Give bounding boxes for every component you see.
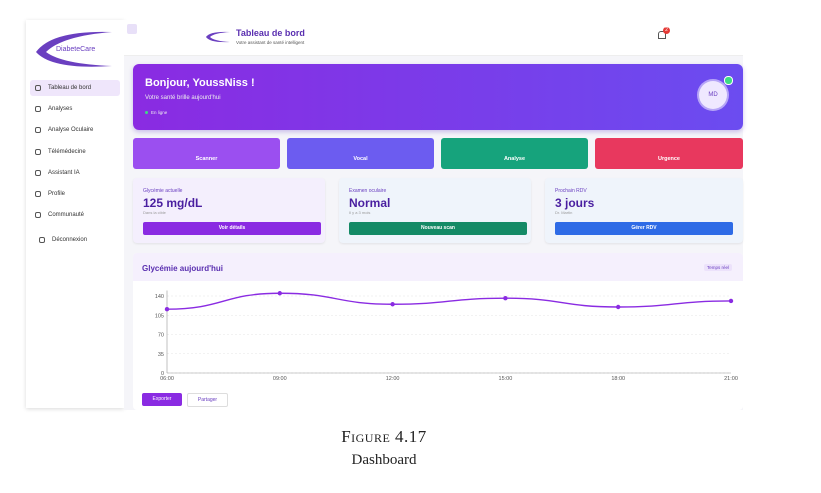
x-tick-label: 09:00	[273, 376, 287, 382]
card-button[interactable]: Voir détails	[143, 222, 321, 235]
menu-item[interactable]: Assistant IA	[30, 165, 120, 181]
card-value: 3 jours	[555, 196, 595, 210]
card-label: Prochain RDV	[555, 188, 587, 194]
bell[interactable]	[658, 31, 666, 39]
x-tick-label: 21:00	[724, 376, 738, 382]
action-button[interactable]: Vocal	[287, 138, 434, 169]
menu-item[interactable]: Analyses	[30, 101, 120, 117]
card-label: Examen oculaire	[349, 188, 387, 194]
chart: 0 35 70 105 140 06:00 09:00 12:00 15:00 18:00 21:0…	[155, 290, 738, 382]
menu-item[interactable]: Profile	[30, 186, 120, 202]
header	[124, 20, 743, 56]
header-title: Tableau de bord	[236, 28, 305, 38]
status-dot	[145, 111, 148, 114]
export-button[interactable]: Exporter	[142, 393, 182, 406]
logo-text: DiabeteCare	[56, 46, 96, 53]
online-dot	[724, 76, 733, 85]
greeting: Bonjour, YoussNiss !	[145, 77, 255, 89]
header-logo	[206, 31, 230, 43]
x-tick-label: 06:00	[160, 376, 174, 382]
hero: Bonjour, YoussNiss ! Votre santé brille …	[133, 64, 743, 130]
menu-toggle[interactable]	[127, 24, 137, 34]
y-tick-label: 70	[158, 333, 164, 339]
point	[728, 298, 734, 304]
stat-card: Glycémie actuelle 125 mg/dL Dans la cibl…	[133, 178, 325, 243]
chart-title: Glycémie aujourd'hui	[142, 264, 224, 273]
action-button[interactable]: Analyse	[441, 138, 588, 169]
card-button[interactable]: Gérer RDV	[555, 222, 733, 235]
x-tick-label: 15:00	[499, 376, 513, 382]
point	[277, 291, 282, 296]
card-value: Normal	[349, 196, 391, 210]
menu-item[interactable]: Télémédecine	[30, 144, 120, 160]
card-note: Il y a 3 mois	[349, 210, 371, 215]
menu-item[interactable]: Tableau de bord	[30, 80, 120, 96]
menu-item[interactable]: Déconnexion	[34, 232, 124, 248]
card-button[interactable]: Nouveau scan	[349, 222, 527, 235]
card-note: Dr. Martin	[555, 210, 573, 215]
chart-badge: Temps réel	[704, 264, 733, 271]
logo-mark	[36, 31, 112, 67]
chart-header	[133, 253, 743, 281]
menu-item[interactable]: Analyse Oculaire	[30, 122, 120, 138]
y-tick-label: 35	[158, 352, 164, 358]
x-tick-label: 18:00	[611, 376, 625, 382]
card-note: Dans la cible	[143, 210, 166, 215]
hero-message: Votre santé brille aujourd'hui	[145, 95, 221, 101]
card-label: Glycémie actuelle	[143, 188, 183, 194]
action-button[interactable]: Scanner	[133, 138, 280, 169]
notification-badge: 2	[663, 27, 670, 34]
menu-item[interactable]: Communauté	[30, 207, 120, 223]
card-value: 125 mg/dL	[143, 196, 203, 210]
line	[166, 292, 732, 310]
point	[390, 302, 395, 307]
action-button[interactable]: Urgence	[595, 138, 743, 169]
y-tick-label: 105	[155, 313, 164, 319]
figure-number: Figure 4.17	[341, 427, 427, 446]
share-button[interactable]: Partager	[187, 393, 228, 407]
point	[616, 304, 621, 310]
avatar[interactable]: MD	[699, 81, 727, 109]
sidebar: DiabeteCare Tableau de bord Analyses Ana…	[26, 20, 124, 408]
figure-label: Dashboard	[351, 452, 417, 468]
point	[503, 296, 508, 301]
point	[164, 307, 170, 312]
y-tick-label: 0	[161, 371, 164, 377]
x-tick-label: 12:00	[386, 376, 400, 382]
header-subtitle: Votre assistant de santé intelligent	[236, 40, 305, 45]
stat-card: Examen oculaire Normal Il y a 3 mois Nou…	[339, 178, 531, 243]
status: En ligne	[151, 110, 168, 115]
stat-card: Prochain RDV 3 jours Dr. Martin Gérer RD…	[545, 178, 743, 243]
y-tick-label: 140	[155, 294, 164, 300]
